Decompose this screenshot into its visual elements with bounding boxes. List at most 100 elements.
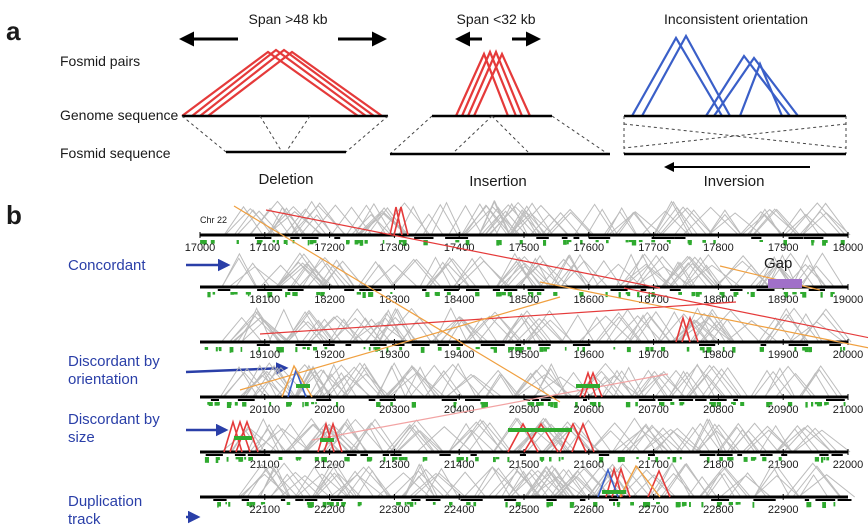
segment	[824, 499, 836, 501]
segment	[443, 289, 459, 291]
tick-label: 19500	[509, 349, 540, 361]
tick-label: 18900	[768, 294, 799, 306]
segment	[301, 237, 319, 239]
segment	[334, 237, 341, 239]
segment	[819, 454, 829, 456]
segment	[640, 289, 647, 291]
segment	[598, 454, 610, 456]
tick-label: 18500	[509, 294, 540, 306]
tick-label: 20100	[250, 404, 281, 416]
duplication-marks	[217, 502, 836, 508]
tick-label: 19100	[250, 349, 281, 361]
segment	[425, 499, 441, 501]
segment	[730, 289, 743, 291]
segment	[255, 237, 272, 239]
segment	[760, 344, 767, 346]
long-range-link	[265, 209, 661, 289]
tick-label: 21800	[703, 459, 734, 471]
tick-label: 22600	[574, 504, 605, 516]
segment	[237, 399, 245, 401]
tick-label: 18000	[833, 242, 864, 254]
segment	[289, 289, 304, 291]
segment	[588, 237, 598, 239]
segment	[573, 237, 580, 239]
segment	[699, 344, 716, 346]
concordant-arcs	[221, 252, 845, 288]
segment	[265, 289, 283, 291]
segment	[234, 454, 246, 456]
segment	[781, 454, 788, 456]
segment	[465, 399, 481, 401]
segment	[460, 499, 471, 501]
tick-label: 18400	[444, 294, 475, 306]
duplication-marks	[204, 457, 830, 463]
segment	[579, 499, 586, 501]
tick-label: 21200	[314, 459, 345, 471]
tick-label: 20200	[314, 404, 345, 416]
segment	[368, 399, 376, 401]
segment	[678, 399, 686, 401]
segment	[737, 454, 743, 456]
track-4: 20100 20200 20300 20400 20500 20600 20700 20800…	[200, 362, 863, 416]
row-label-fosmid-sequence: Fosmid sequence	[60, 145, 171, 161]
segment	[804, 499, 810, 501]
track-6: 22100 22200 22300 22400 22500 22600 22700 22800…	[200, 462, 856, 516]
segment	[695, 399, 707, 401]
segment	[390, 454, 402, 456]
segment	[486, 344, 505, 346]
discordant-size-label-1: Discordant by	[68, 411, 160, 428]
segment	[382, 454, 389, 456]
panel-a: a Fosmid pairs Genome sequence Fosmid se…	[6, 11, 847, 190]
deletion-diagram: Span >48 kb Deletion	[179, 11, 389, 188]
segment	[538, 344, 551, 346]
segment	[470, 454, 477, 456]
tick-label: 22100	[250, 504, 281, 516]
tick-label: 17600	[574, 242, 605, 254]
segment	[437, 344, 449, 346]
segment	[530, 289, 537, 291]
segment	[762, 289, 775, 291]
segment	[441, 399, 457, 401]
deletion-header: Span >48 kb	[248, 11, 327, 27]
duplication-marks	[204, 347, 846, 353]
inversion-header: Inconsistent orientation	[664, 11, 808, 27]
duplication-marks	[207, 292, 835, 298]
segment	[685, 399, 694, 401]
segment	[439, 454, 451, 456]
fosmid-pair-arcs	[181, 48, 383, 117]
tick-label: 18300	[379, 294, 410, 306]
orientation-pointer-icon	[185, 362, 289, 375]
long-range-link	[259, 301, 737, 335]
tick-label: 21300	[379, 459, 410, 471]
insertion-caption: Insertion	[469, 173, 527, 190]
track-5: 21100 21200 21300 21400 21500 21600 21700 21800…	[200, 417, 863, 471]
mapping-dashes	[389, 115, 609, 155]
segment	[247, 454, 266, 456]
segment	[280, 499, 286, 501]
segment	[753, 499, 760, 501]
fosmid-pair-arcs	[454, 49, 532, 117]
segment	[217, 289, 231, 291]
fosmid-pair-arcs	[631, 33, 799, 117]
segment	[480, 344, 493, 346]
segment	[765, 454, 772, 456]
segment	[256, 344, 270, 346]
insertion-header: Span <32 kb	[456, 11, 535, 27]
segment	[445, 237, 451, 239]
segment	[760, 454, 766, 456]
segment	[330, 499, 337, 501]
segment	[213, 499, 227, 501]
tick-label: 18100	[250, 294, 281, 306]
segment	[336, 499, 343, 501]
segment	[242, 399, 255, 401]
tick-label: 22800	[703, 504, 734, 516]
mapping-dashes	[623, 116, 847, 154]
tick-label: 17700	[638, 242, 669, 254]
segment	[451, 344, 463, 346]
segment	[323, 344, 335, 346]
segment	[719, 454, 733, 456]
segment	[595, 237, 611, 239]
duplication-marks	[200, 240, 845, 246]
tick-label: 22700	[638, 504, 669, 516]
